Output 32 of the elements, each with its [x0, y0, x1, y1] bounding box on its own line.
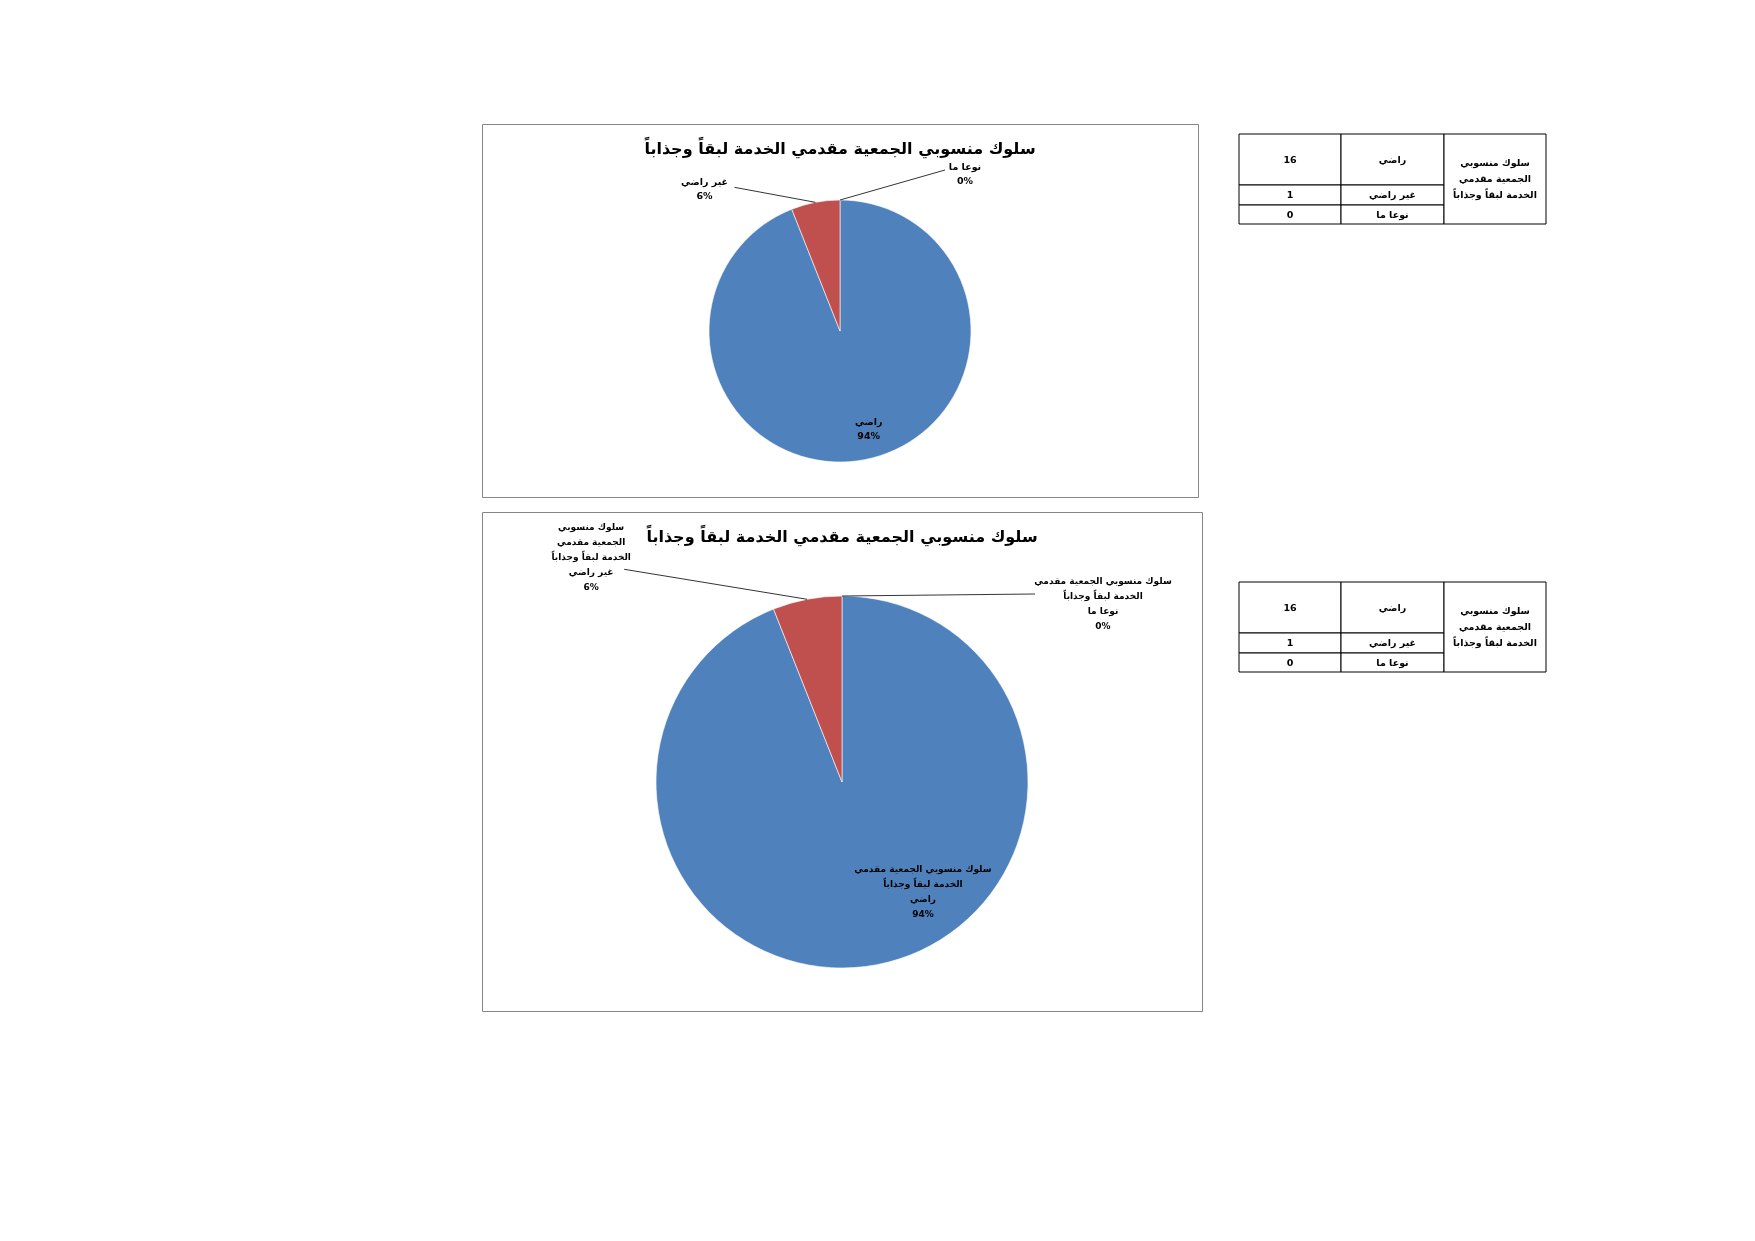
text: سلوك منسوبي الجمعية مقدمي الخدمة لبقاً وجذاباً	[551, 522, 631, 563]
text: سلوك منسوبي الجمعية مقدمي الخدمة لبقاً وجذاباً	[1034, 575, 1172, 601]
category-label: نوعا ما	[1376, 208, 1409, 221]
slice-label: سلوك منسوبي الجمعية مقدمي الخدمة لبقاً وجذاباً	[854, 864, 992, 891]
data-label: 0	[1286, 208, 1294, 220]
category-label: نوعا ما	[948, 161, 982, 172]
data-label: 0	[1286, 656, 1294, 668]
data-label: 6%	[583, 582, 599, 593]
slice-label: راضي	[909, 894, 936, 906]
data-label: 94%	[912, 909, 934, 920]
chart-title: سلوك منسوبي الجمعية مقدمي الخدمة لبقاً وجذاباً	[644, 136, 1036, 159]
data-label: 1	[1286, 637, 1294, 648]
slice-label: غير راضي	[568, 567, 614, 579]
category-label: راضي	[1378, 601, 1407, 614]
pie-slice	[708, 199, 972, 463]
text: سلوك منسوبي الجمعية مقدمي الخدمة لبقاً وجذاباً	[1453, 605, 1537, 649]
data-label: 16	[1283, 153, 1297, 165]
slice-label: راضي	[854, 415, 883, 428]
data-label: 16	[1283, 601, 1297, 613]
text: سلوك منسوبي الجمعية مقدمي الخدمة لبقاً وجذاباً	[1453, 157, 1537, 201]
text: 0%	[956, 175, 974, 186]
category-label: غير راضي	[1368, 637, 1417, 649]
category-label: نوعا ما	[1087, 605, 1119, 616]
data-label: 94%	[857, 429, 881, 441]
category-label: نوعا ما	[1376, 656, 1409, 669]
text: 0%	[1095, 620, 1111, 631]
data-label: 6%	[696, 190, 713, 202]
category-label: راضي	[1378, 153, 1407, 166]
slice-label: غير راضي	[680, 176, 729, 189]
data-label: 1	[1286, 189, 1294, 200]
category-label: غير راضي	[1368, 189, 1417, 201]
chart-title: سلوك منسوبي الجمعية مقدمي الخدمة لبقاً وجذاباً	[646, 524, 1038, 547]
